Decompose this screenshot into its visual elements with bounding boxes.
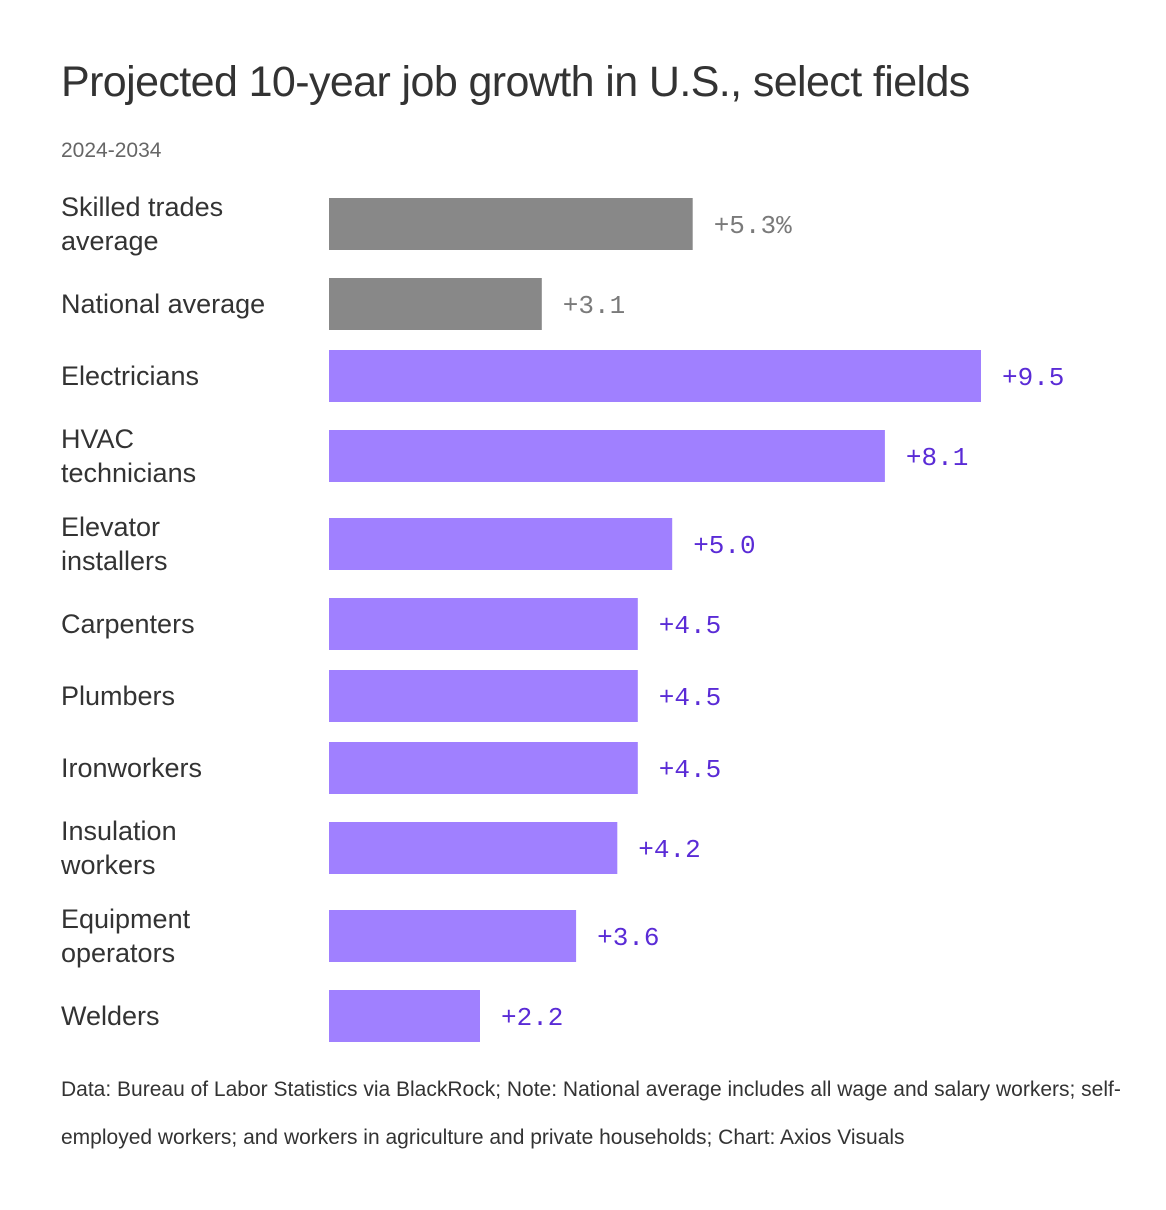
value-label: +5.0	[693, 531, 755, 561]
category-label: Skilled trades average	[61, 192, 223, 256]
value-label: +4.2	[638, 835, 700, 865]
category-label: Carpenters	[61, 609, 195, 639]
category-label: Equipment operators	[61, 904, 191, 968]
category-label: Ironworkers	[61, 753, 202, 783]
value-label: +2.2	[501, 1003, 563, 1033]
chart-subtitle: 2024-2034	[61, 139, 162, 162]
average-bar	[329, 278, 542, 330]
bar	[329, 822, 618, 874]
value-label: +3.1	[563, 291, 625, 321]
category-label: National average	[61, 289, 265, 319]
category-label: Plumbers	[61, 681, 175, 711]
source-note: Data: Bureau of Labor Statistics via Bla…	[61, 1078, 1121, 1149]
value-label: +4.5	[659, 755, 721, 785]
category-label: Electricians	[61, 361, 199, 391]
bar	[329, 350, 981, 402]
value-label: +5.3%	[714, 211, 792, 241]
value-label: +8.1	[906, 443, 968, 473]
bar	[329, 742, 638, 794]
value-label: +3.6	[597, 923, 659, 953]
bar	[329, 598, 638, 650]
category-label: HVAC technicians	[61, 424, 196, 488]
category-label: Welders	[61, 1001, 160, 1031]
value-label: +4.5	[659, 683, 721, 713]
bar	[329, 430, 885, 482]
bar-chart: Skilled trades average +5.3% National avera…	[60, 192, 1064, 1042]
category-label: Elevator installers	[61, 512, 168, 576]
bar	[329, 518, 673, 570]
value-label: +4.5	[659, 611, 721, 641]
chart-title: Projected 10-year job growth in U.S., se…	[61, 58, 970, 106]
average-bar	[329, 198, 693, 250]
bar	[329, 910, 577, 962]
category-label: Insulation workers	[60, 816, 177, 880]
bar	[329, 670, 638, 722]
value-label: +9.5	[1002, 363, 1064, 393]
bar	[329, 990, 480, 1042]
